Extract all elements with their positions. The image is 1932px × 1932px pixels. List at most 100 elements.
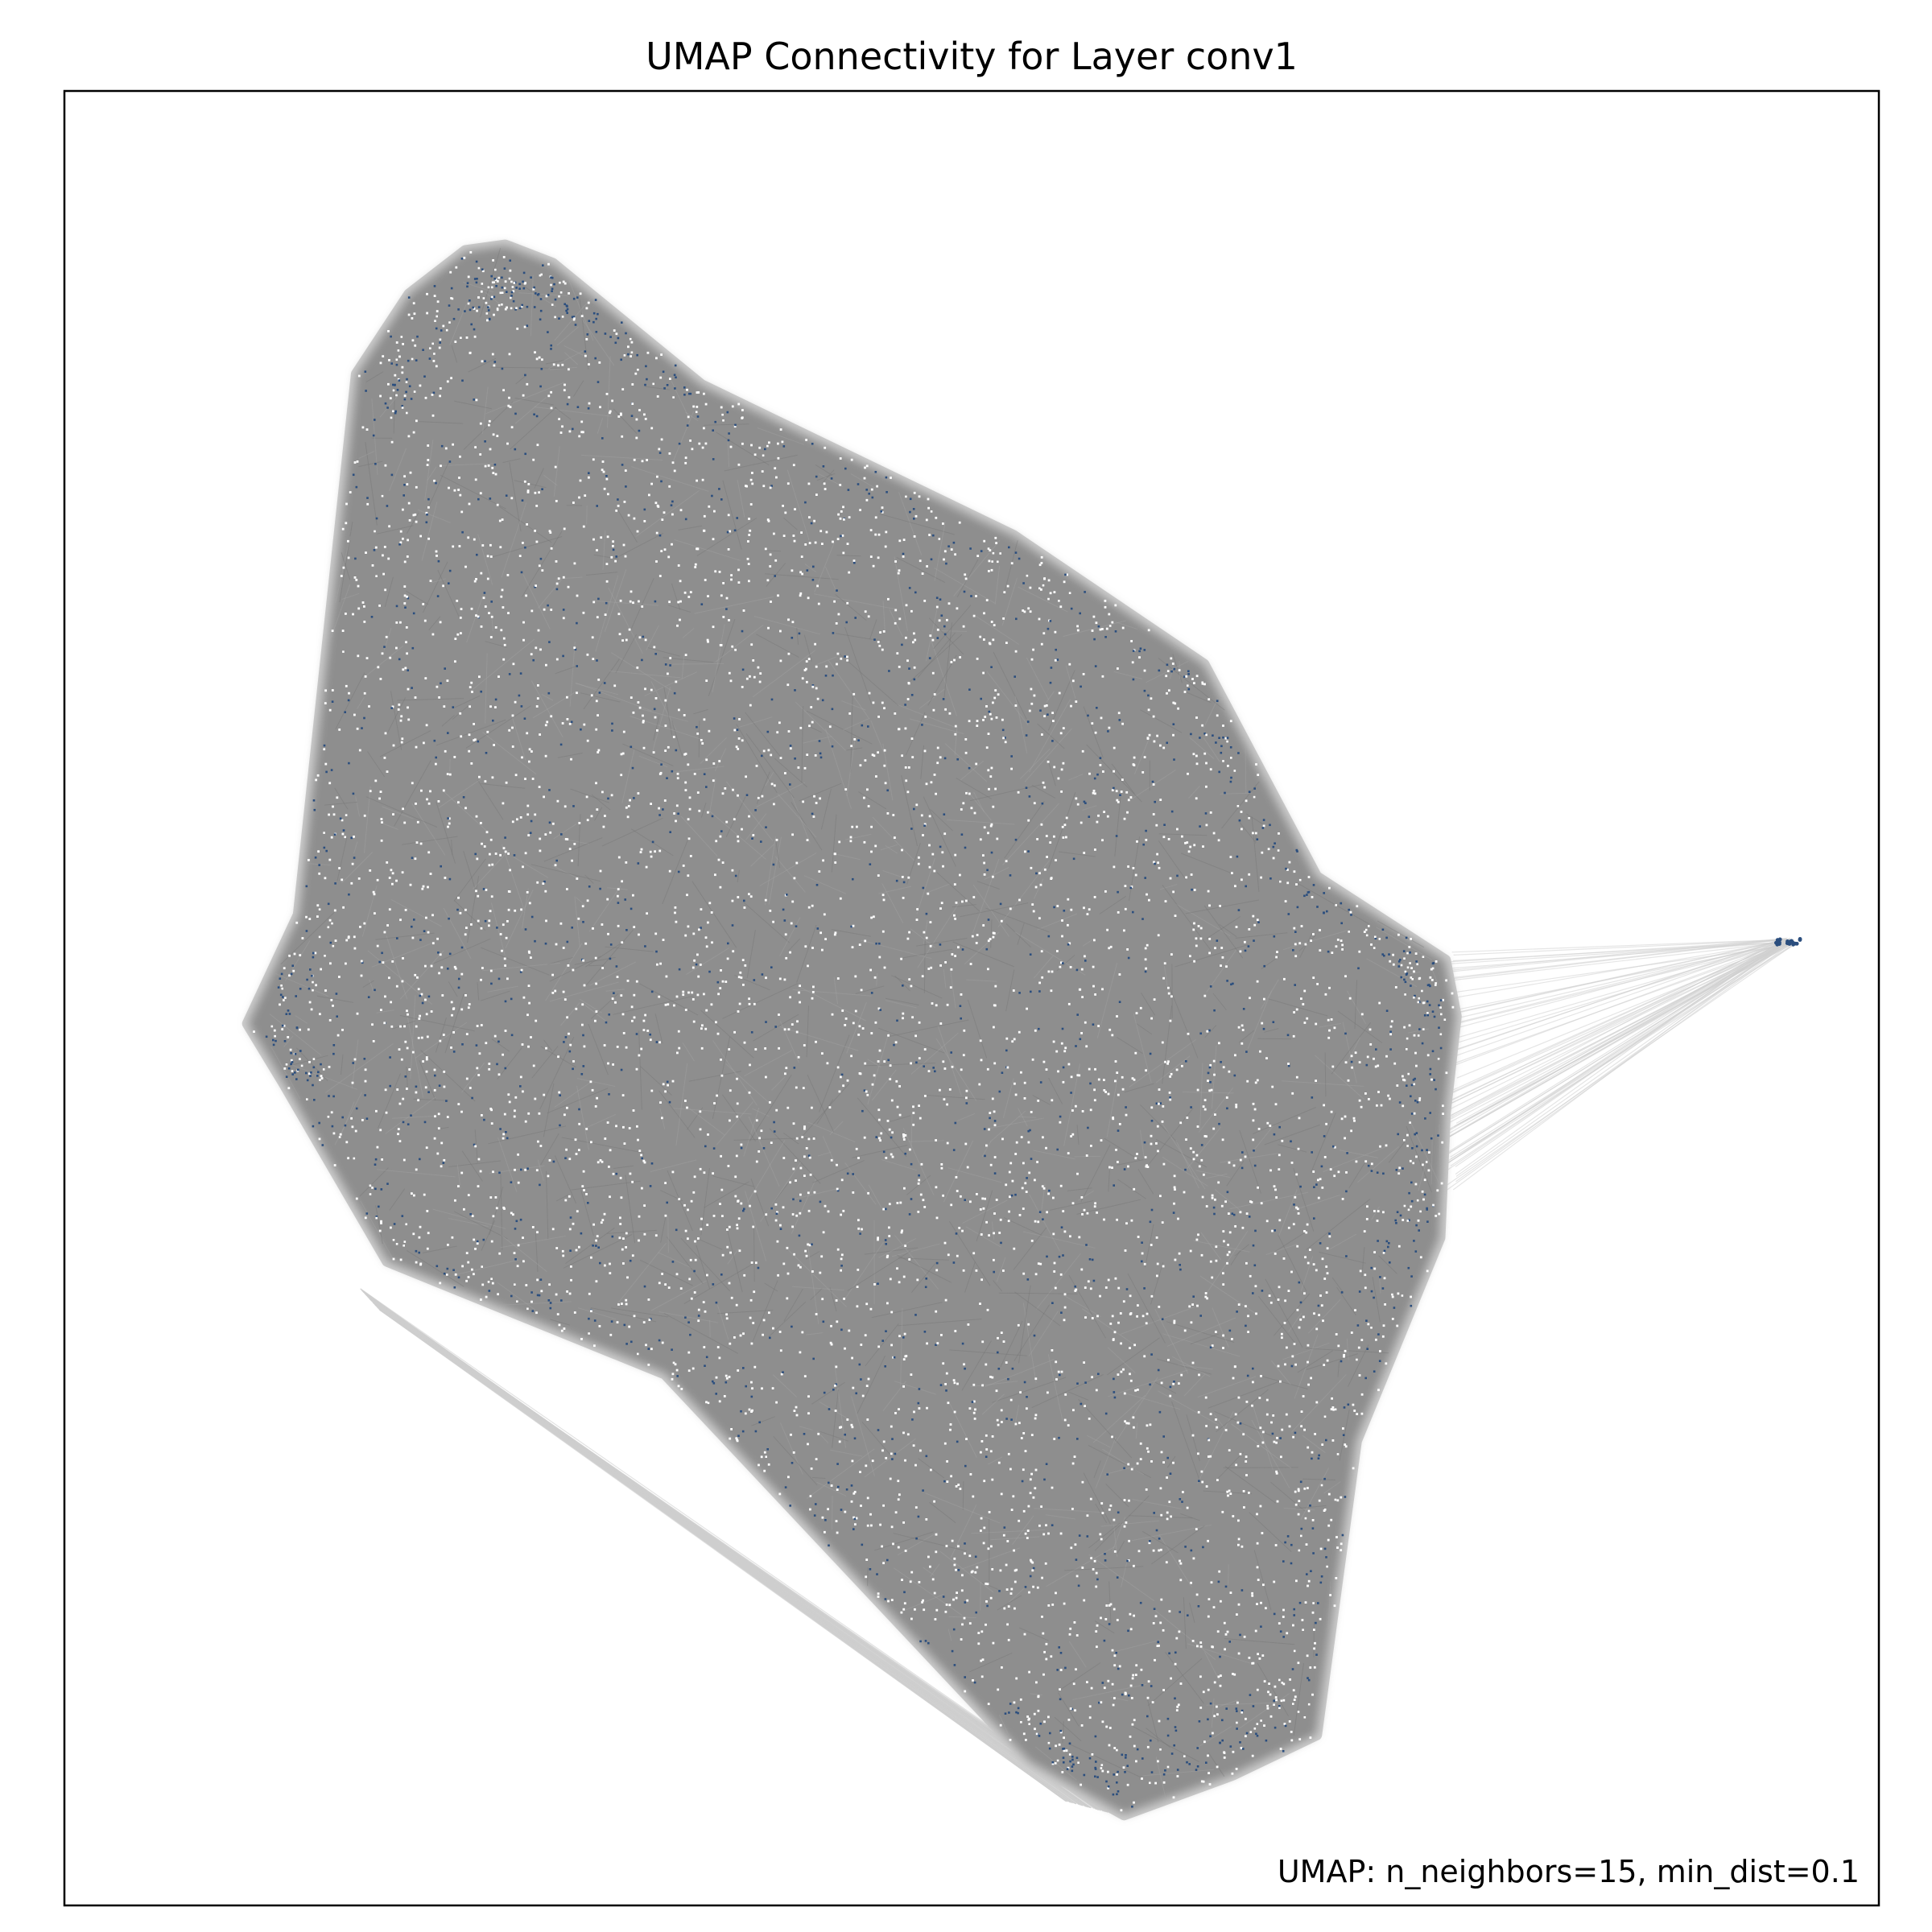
cluster-edge bbox=[569, 642, 576, 707]
data-point bbox=[749, 1204, 751, 1208]
cluster-edge bbox=[1270, 1481, 1305, 1512]
data-point bbox=[1311, 1451, 1314, 1454]
data-point bbox=[902, 1138, 906, 1141]
data-point bbox=[1235, 1768, 1238, 1770]
data-point bbox=[638, 706, 642, 709]
data-point bbox=[433, 1068, 436, 1071]
data-point bbox=[890, 477, 892, 479]
data-point bbox=[1323, 1104, 1325, 1107]
data-point bbox=[1290, 1739, 1294, 1742]
data-point bbox=[1098, 1701, 1100, 1704]
cluster-edge bbox=[753, 1226, 755, 1282]
data-point bbox=[906, 791, 910, 794]
cluster-edge bbox=[491, 1038, 510, 1052]
data-point bbox=[1357, 967, 1360, 970]
cluster-edge bbox=[441, 715, 455, 727]
data-point bbox=[1027, 1718, 1030, 1721]
data-point bbox=[976, 934, 979, 936]
data-point bbox=[914, 1506, 918, 1509]
data-point bbox=[799, 571, 802, 574]
data-point bbox=[511, 745, 514, 748]
data-point bbox=[1027, 607, 1030, 610]
data-point bbox=[1113, 1608, 1116, 1611]
data-point bbox=[1089, 1497, 1092, 1501]
data-point bbox=[720, 969, 722, 972]
data-point bbox=[379, 678, 382, 680]
data-point bbox=[907, 682, 910, 685]
data-point bbox=[543, 880, 546, 883]
data-point bbox=[493, 361, 497, 363]
cluster-edge bbox=[671, 380, 690, 419]
data-point bbox=[1312, 1552, 1315, 1554]
data-point bbox=[949, 986, 952, 989]
data-point bbox=[810, 706, 813, 708]
data-point bbox=[1113, 1773, 1115, 1776]
cluster-edge bbox=[1234, 1244, 1249, 1257]
data-point bbox=[1174, 1258, 1177, 1261]
data-point bbox=[767, 519, 770, 522]
data-point bbox=[1042, 1136, 1044, 1139]
data-point bbox=[373, 893, 376, 896]
cluster-edge bbox=[1180, 1513, 1200, 1521]
cluster-edge bbox=[1406, 1125, 1432, 1193]
cluster-edge bbox=[956, 778, 992, 799]
data-point bbox=[694, 1240, 696, 1243]
data-point bbox=[1099, 764, 1102, 766]
data-point bbox=[1116, 1218, 1118, 1221]
data-point bbox=[836, 538, 840, 540]
cluster-edge bbox=[773, 1435, 818, 1486]
data-point bbox=[1296, 1308, 1299, 1311]
data-point bbox=[430, 964, 433, 968]
data-point bbox=[1160, 1381, 1163, 1385]
data-point bbox=[1111, 1435, 1113, 1439]
data-point bbox=[548, 789, 551, 791]
data-point bbox=[836, 1488, 839, 1491]
data-point bbox=[985, 1363, 988, 1366]
cluster-edge bbox=[1182, 1092, 1234, 1094]
data-point bbox=[635, 1033, 638, 1035]
data-point bbox=[1010, 755, 1013, 758]
data-point bbox=[357, 607, 361, 610]
data-point bbox=[785, 956, 788, 960]
data-point bbox=[1298, 1326, 1301, 1329]
cluster-edge bbox=[753, 616, 820, 635]
data-point bbox=[407, 718, 411, 721]
cluster-edge bbox=[801, 1083, 850, 1137]
data-point bbox=[1009, 874, 1012, 877]
data-point bbox=[646, 351, 650, 354]
data-point bbox=[1389, 960, 1392, 963]
data-point bbox=[526, 891, 529, 894]
data-point bbox=[1298, 1281, 1301, 1284]
data-point bbox=[1276, 1436, 1278, 1439]
data-point bbox=[1157, 1760, 1159, 1763]
data-point bbox=[889, 1078, 892, 1080]
data-point bbox=[1075, 797, 1078, 800]
cluster-edge bbox=[737, 869, 740, 883]
data-point bbox=[458, 477, 460, 479]
data-point bbox=[514, 909, 517, 912]
data-point bbox=[850, 458, 853, 461]
cluster-edge bbox=[1239, 1030, 1255, 1043]
data-point bbox=[524, 1120, 527, 1123]
data-point bbox=[1080, 685, 1082, 688]
cluster-edge bbox=[764, 1282, 778, 1292]
data-point bbox=[1234, 1225, 1236, 1228]
data-point bbox=[1117, 1161, 1119, 1163]
data-point bbox=[854, 975, 857, 978]
data-point bbox=[1245, 1212, 1249, 1215]
data-point bbox=[1063, 910, 1066, 912]
cluster-edge bbox=[515, 375, 526, 385]
data-point bbox=[719, 886, 722, 889]
data-point bbox=[502, 1137, 505, 1140]
data-point bbox=[1047, 1532, 1050, 1535]
data-point bbox=[775, 1401, 778, 1404]
data-point bbox=[748, 518, 750, 520]
data-point bbox=[1184, 1168, 1187, 1171]
cluster-edge bbox=[1293, 1662, 1304, 1736]
cluster-edge bbox=[407, 1017, 424, 1098]
cluster-edge bbox=[1117, 1541, 1125, 1554]
data-point bbox=[881, 1340, 884, 1342]
data-point bbox=[1020, 1136, 1023, 1138]
data-point bbox=[894, 560, 897, 563]
cluster-edge bbox=[1117, 1036, 1143, 1055]
